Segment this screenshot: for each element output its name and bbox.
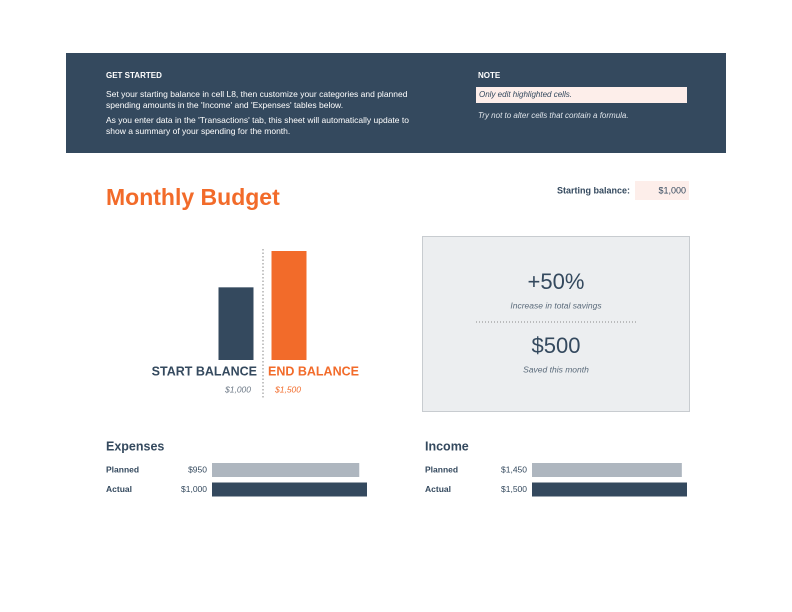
row-bar	[532, 463, 682, 477]
row-value: $950	[188, 464, 207, 474]
row-label: Actual	[106, 484, 132, 494]
starting-balance-value: $1,000	[658, 185, 686, 195]
paragraph: Set your starting balance in cell L8, th…	[106, 89, 408, 110]
section-title: Income	[425, 439, 469, 453]
balance-label: START BALANCE	[152, 364, 257, 378]
get-started-title: GET STARTED	[106, 71, 162, 80]
row-value: $1,000	[181, 484, 207, 494]
summary-box	[422, 236, 690, 412]
balance-bar	[218, 287, 254, 360]
get-started-text: Set your starting balance in cell L8, th…	[106, 89, 416, 141]
header-band: GET STARTED Set your starting balance in…	[66, 53, 726, 153]
paragraph: As you enter data in the 'Transactions' …	[106, 115, 409, 136]
balance-value: $1,000	[224, 384, 251, 394]
change-label: Increase in total savings	[510, 300, 602, 310]
row-bar	[532, 482, 687, 497]
note-title: NOTE	[478, 71, 501, 80]
balance-value: $1,500	[274, 384, 301, 394]
balance-bar	[271, 251, 307, 360]
saved-value: $500	[532, 333, 581, 358]
starting-balance-cell	[635, 181, 689, 200]
starting-balance-label: Starting balance:	[557, 185, 630, 195]
title: Monthly Budget	[106, 184, 280, 210]
row-label: Actual	[425, 484, 451, 494]
row-value: $1,500	[501, 484, 527, 494]
row-value: $1,450	[501, 464, 527, 474]
change-value: +50%	[528, 269, 585, 294]
row-bar	[212, 463, 360, 477]
row-label: Planned	[425, 464, 458, 474]
saved-label: Saved this month	[523, 364, 589, 374]
note-highlight: Only edit highlighted cells.	[476, 87, 687, 103]
row-bar	[212, 482, 367, 497]
section-title: Expenses	[106, 439, 164, 453]
note-text: Try not to alter cells that contain a fo…	[478, 111, 629, 120]
row-label: Planned	[106, 464, 139, 474]
balance-label: END BALANCE	[268, 364, 359, 378]
